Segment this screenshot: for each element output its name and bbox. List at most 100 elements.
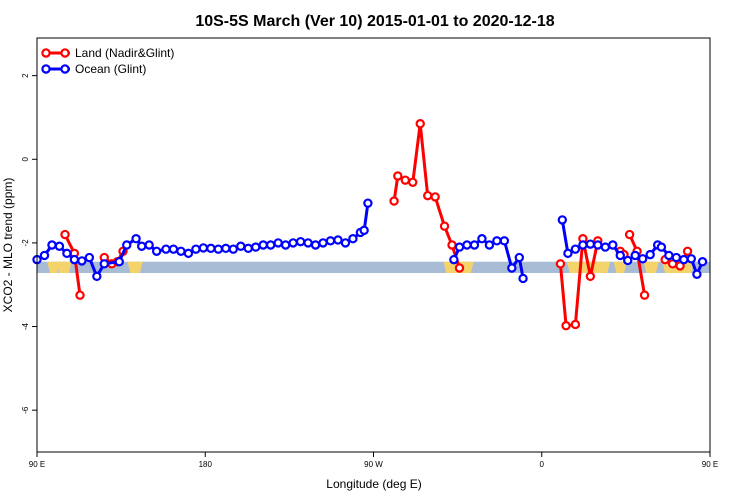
ocean-data-point xyxy=(69,254,80,265)
ocean-data-point xyxy=(507,263,517,273)
ocean-data-point xyxy=(477,234,487,244)
ocean-data-point xyxy=(578,240,588,250)
ocean-data-point xyxy=(54,241,65,251)
ocean-data-point xyxy=(664,250,674,261)
ocean-data-point xyxy=(303,238,313,248)
land-data-point xyxy=(60,229,70,240)
ocean-data-point xyxy=(600,242,611,252)
x-tick-label: 180 xyxy=(199,460,213,469)
ocean-data-point xyxy=(570,244,581,254)
ocean-data-point xyxy=(251,242,261,252)
land-data-point xyxy=(75,290,85,300)
land-legend-marker xyxy=(41,48,51,58)
ocean-data-point xyxy=(656,242,667,252)
ocean-data-point xyxy=(492,236,502,246)
ocean-data-point xyxy=(469,240,480,250)
ocean-data-point xyxy=(62,248,72,259)
ocean-data-point xyxy=(99,259,110,269)
ocean-data-point xyxy=(585,239,596,249)
land-data-point xyxy=(454,263,465,273)
land-data-point xyxy=(555,259,566,269)
ocean-data-point xyxy=(131,234,141,244)
land-data-point xyxy=(430,192,440,202)
y-tick-label: -4 xyxy=(21,322,30,330)
ocean-data-point xyxy=(679,254,689,265)
ocean-data-point xyxy=(340,238,351,248)
land-data-point xyxy=(561,321,571,331)
ocean-data-point xyxy=(484,240,495,250)
ocean-data-point xyxy=(122,240,132,250)
ocean-data-point xyxy=(638,254,648,264)
series-layer xyxy=(32,119,708,331)
ocean-data-point xyxy=(39,250,50,261)
land-band-patch xyxy=(127,261,143,274)
ocean-data-point xyxy=(161,244,171,254)
y-axis: 2 0 -2 -4 -6 xyxy=(21,73,37,414)
land-data-point xyxy=(639,290,650,300)
x-tick-label: 90 E xyxy=(29,460,45,469)
ocean-data-point xyxy=(191,244,201,254)
ocean-data-point xyxy=(151,246,162,256)
ocean-data-point xyxy=(333,235,343,245)
ocean-data-point xyxy=(563,248,573,259)
land-data-point xyxy=(624,229,635,240)
chart-title: 10S-5S March (Ver 10) 2015-01-01 to 2020… xyxy=(195,13,554,30)
ocean-data-point xyxy=(144,240,154,250)
ocean-data-point xyxy=(114,257,124,267)
land-data-point xyxy=(439,221,450,231)
ocean-data-point xyxy=(593,240,603,250)
ocean-data-point xyxy=(363,198,373,208)
x-tick-label: 90 W xyxy=(364,460,383,469)
ocean-data-point xyxy=(92,271,102,282)
x-tick-label: 0 xyxy=(540,460,545,469)
ocean-data-point xyxy=(288,238,298,248)
ocean-legend-marker xyxy=(60,64,70,74)
ocean-data-point xyxy=(518,273,528,284)
land-data-point xyxy=(585,271,596,282)
ocean-data-point xyxy=(168,244,179,254)
ocean-data-point xyxy=(280,240,291,250)
ocean-data-point xyxy=(84,252,95,263)
ocean-data-point xyxy=(213,244,224,254)
y-tick-label: -2 xyxy=(21,239,30,247)
ocean-data-point xyxy=(258,240,268,250)
land-series-line xyxy=(558,237,600,328)
ocean-band xyxy=(37,261,710,274)
ocean-data-point xyxy=(671,252,682,263)
ocean-data-point xyxy=(236,241,246,251)
land-legend-label: Land (Nadir&Glint) xyxy=(75,46,174,60)
ocean-data-point xyxy=(221,243,231,254)
land-data-point xyxy=(389,196,399,206)
ocean-data-point xyxy=(645,249,655,260)
background-band xyxy=(37,261,710,274)
ocean-data-point xyxy=(228,244,238,254)
ocean-data-point xyxy=(265,240,276,250)
land-legend-marker xyxy=(60,48,70,58)
ocean-legend-marker xyxy=(41,64,51,74)
land-data-point xyxy=(393,171,403,181)
y-tick-label: 0 xyxy=(21,156,30,161)
ocean-data-point xyxy=(359,225,369,236)
x-axis: 90 E 180 90 W 0 90 E xyxy=(29,452,718,469)
ocean-data-point xyxy=(630,250,640,261)
ocean-data-point xyxy=(243,243,253,254)
land-data-point xyxy=(570,319,581,330)
ocean-data-point xyxy=(686,254,697,264)
ocean-legend-label: Ocean (Glint) xyxy=(75,62,146,76)
ocean-data-point xyxy=(449,254,459,265)
ocean-data-point xyxy=(77,256,87,266)
ocean-data-point xyxy=(499,236,510,246)
land-data-point xyxy=(415,119,425,129)
ocean-data-point xyxy=(615,250,625,261)
ocean-data-point xyxy=(697,257,708,267)
ocean-data-point xyxy=(136,241,147,251)
ocean-data-point xyxy=(176,246,186,256)
land-band-patch xyxy=(56,261,72,274)
ocean-data-point xyxy=(273,238,283,248)
land-data-point xyxy=(447,240,457,250)
land-band-patch xyxy=(613,261,628,274)
ocean-data-point xyxy=(608,240,618,250)
ocean-data-point xyxy=(198,243,209,253)
land-data-point xyxy=(400,175,410,185)
